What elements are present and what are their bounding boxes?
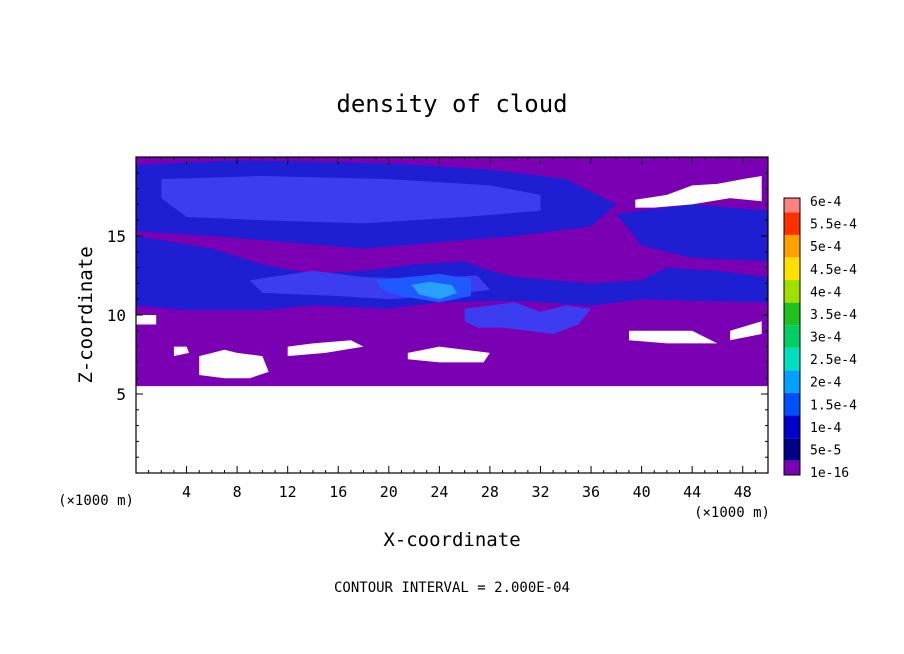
y-axis-label: Z-coordinate: [75, 246, 97, 383]
x-tick-label: 28: [481, 483, 499, 501]
field-region-none-12: [287, 340, 364, 357]
colorbar-swatch: [784, 438, 800, 461]
x-tick-label: 8: [233, 483, 242, 501]
chart-title: density of cloud: [336, 90, 567, 118]
colorbar-label: 3e-4: [810, 331, 841, 346]
colorbar-swatch: [784, 257, 800, 281]
colorbar-swatch: [784, 325, 800, 348]
y-tick-label: 15: [107, 227, 126, 246]
field-region-none-11: [730, 321, 762, 341]
field-region-none-14: [199, 349, 269, 379]
colorbar-swatch: [784, 347, 800, 371]
colorbar-swatch: [784, 198, 800, 213]
colorbar-label: 5e-4: [810, 240, 841, 255]
colorbar-swatch: [784, 212, 800, 235]
x-tick-label: 36: [582, 483, 600, 501]
colorbar-label: 2e-4: [810, 376, 841, 391]
colorbar-swatch: [784, 392, 800, 416]
x-axis-label: X-coordinate: [383, 529, 520, 551]
x-tick-label: 24: [430, 483, 448, 501]
x-tick-label: 40: [633, 483, 651, 501]
colorbar-label: 5e-5: [810, 443, 841, 458]
field-region-none-10: [629, 330, 718, 344]
colorbar-frame: [783, 197, 801, 476]
x-tick-label: 12: [279, 483, 297, 501]
x-tick-label: 4: [182, 483, 191, 501]
x-tick-label: 32: [531, 483, 549, 501]
x-tick-label: 16: [329, 483, 347, 501]
field-region-mid-4: [161, 176, 541, 224]
x-tick-label: 20: [380, 483, 398, 501]
colorbar-label: 4.5e-4: [810, 263, 857, 278]
y-tick-label: 10: [107, 306, 126, 325]
colorbar-label: 6e-4: [810, 195, 841, 210]
y-tick-label: 5: [116, 385, 126, 404]
x-tick-label: 48: [734, 483, 752, 501]
colorbar-label: 3.5e-4: [810, 308, 857, 323]
colorbar-swatch: [784, 234, 800, 258]
field-region-none-13: [407, 346, 490, 363]
colorbar: 1e-16 5e-5 1e-4 1.5e-4 2e-4 2.5e-4 3e-4 3.5e-4 4…: [783, 195, 857, 481]
x-unit-label: (×1000 m): [694, 505, 770, 521]
colorbar-label: 1.5e-4: [810, 398, 857, 413]
field-region-none-16: [136, 315, 157, 325]
y-axis: 5 10 15: [107, 172, 768, 458]
colorbar-label: 4e-4: [810, 285, 841, 300]
colorbar-label: 2.5e-4: [810, 353, 857, 368]
colorbar-swatch: [784, 302, 800, 326]
colorbar-label: 1e-16: [810, 466, 849, 481]
field-region-low-3: [616, 204, 768, 262]
y-unit-label: (×1000 m): [58, 493, 134, 509]
colorbar-label: 1e-4: [810, 421, 841, 436]
colorbar-label: 5.5e-4: [810, 218, 857, 233]
colorbar-swatch: [784, 280, 800, 303]
colorbar-swatch: [784, 460, 800, 475]
plot-area: [136, 157, 768, 387]
field-region-none-15: [173, 346, 190, 357]
field-region-peak-8: [411, 281, 458, 300]
field-region-mid-6: [464, 302, 591, 334]
contour-interval-note: CONTOUR INTERVAL = 2.000E-04: [334, 580, 570, 596]
x-axis: 4 8 12 16 20 24 28 32 36 40 44 48: [148, 157, 756, 501]
colorbar-swatch: [784, 415, 800, 439]
x-tick-label: 44: [683, 483, 701, 501]
field-region-none-9: [635, 176, 762, 208]
colorbar-swatch: [784, 370, 800, 393]
